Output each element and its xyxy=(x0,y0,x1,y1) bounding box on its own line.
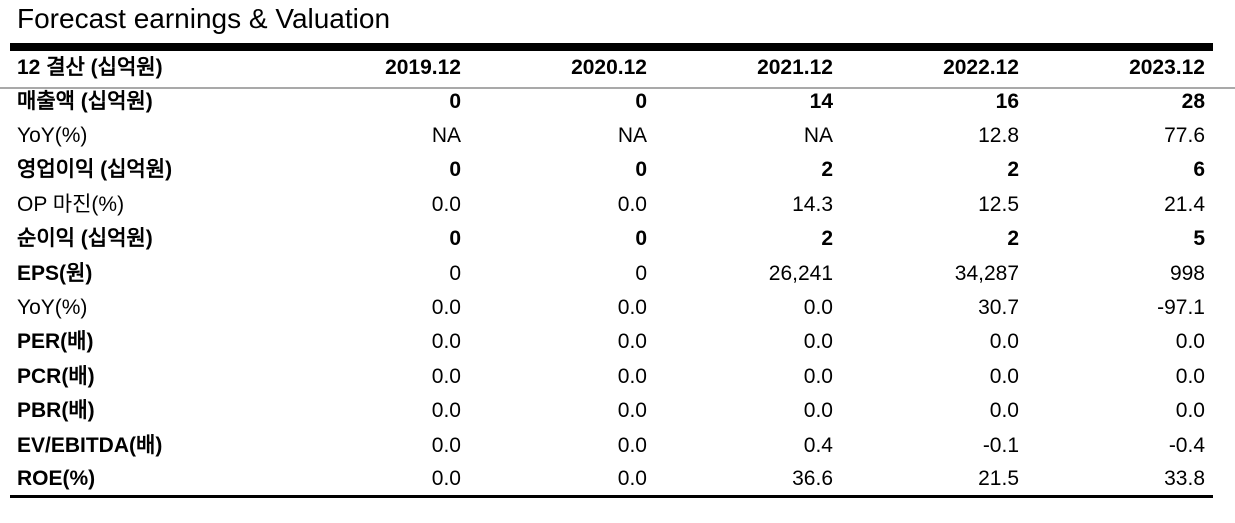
cell-value: 0.0 xyxy=(1175,399,1205,423)
row-label: OP 마진(%) xyxy=(17,192,125,216)
cell-value: NA xyxy=(431,124,461,148)
row-label: ROE(%) xyxy=(17,467,96,491)
cell-value: 0.0 xyxy=(989,330,1019,354)
cell-value: 0.0 xyxy=(431,433,461,457)
row-label: 매출액 (십억원) xyxy=(17,89,153,113)
cell-value: 26,241 xyxy=(768,261,833,285)
cell-value: 0.0 xyxy=(617,399,647,423)
cell-value: 30.7 xyxy=(978,296,1019,320)
cell-value: 28 xyxy=(1181,89,1205,113)
row-label: PBR(배) xyxy=(17,399,95,423)
cell-value: 0.0 xyxy=(989,364,1019,388)
cell-value: 0 xyxy=(635,227,647,251)
cell-value: 0.0 xyxy=(1175,330,1205,354)
header-period-2019: 2019.12 xyxy=(385,56,461,79)
cell-value: 0.0 xyxy=(803,296,833,320)
row-label: EV/EBITDA(배) xyxy=(17,433,163,457)
header-period-2020: 2020.12 xyxy=(571,56,647,79)
cell-value: 0.0 xyxy=(431,364,461,388)
cell-value: 14.3 xyxy=(792,192,833,216)
cell-value: 0 xyxy=(635,158,647,182)
cell-value: 0.0 xyxy=(431,399,461,423)
cell-value: 14 xyxy=(809,89,833,113)
row-label: YoY(%) xyxy=(17,296,88,320)
cell-value: 0.0 xyxy=(617,296,647,320)
cell-value: 0.0 xyxy=(617,192,647,216)
cell-value: 0.0 xyxy=(617,467,647,491)
cell-value: 77.6 xyxy=(1164,124,1205,148)
row-label: 순이익 (십억원) xyxy=(17,227,153,251)
cell-value: 0 xyxy=(635,89,647,113)
table-header-row: 12 결산 (십억원) 2019.12 2020.12 2021.12 2022… xyxy=(10,47,1213,84)
cell-value: 0.0 xyxy=(431,192,461,216)
cell-value: 12.5 xyxy=(978,192,1019,216)
cell-value: 0.0 xyxy=(803,330,833,354)
table-row: PCR(배) 0.0 0.0 0.0 0.0 0.0 xyxy=(10,359,1213,393)
cell-value: 998 xyxy=(1169,261,1205,285)
table-body: 매출액 (십억원) 0 0 14 16 28 YoY(%) NA NA NA 12.8 77.6 영업이… xyxy=(10,84,1213,497)
header-underline xyxy=(0,87,1235,89)
table-row: YoY(%) 0.0 0.0 0.0 30.7 -97.1 xyxy=(10,290,1213,324)
forecast-valuation-table: 12 결산 (십억원) 2019.12 2020.12 2021.12 2022… xyxy=(10,43,1213,499)
row-label: 영업이익 (십억원) xyxy=(17,158,173,182)
cell-value: 0.0 xyxy=(803,399,833,423)
cell-value: 2 xyxy=(1007,227,1019,251)
cell-value: 2 xyxy=(821,227,833,251)
cell-value: 0 xyxy=(449,227,461,251)
table-row: EPS(원) 0 0 26,241 34,287 998 xyxy=(10,256,1213,290)
header-period-2021: 2021.12 xyxy=(757,56,833,79)
table-row: PER(배) 0.0 0.0 0.0 0.0 0.0 xyxy=(10,325,1213,359)
cell-value: 0.0 xyxy=(431,330,461,354)
row-label: PCR(배) xyxy=(17,364,95,388)
cell-value: 0.0 xyxy=(617,364,647,388)
cell-value: NA xyxy=(617,124,647,148)
cell-value: 2 xyxy=(821,158,833,182)
table-row: 영업이익 (십억원) 0 0 2 2 6 xyxy=(10,153,1213,187)
cell-value: 21.4 xyxy=(1164,192,1205,216)
row-label: YoY(%) xyxy=(17,124,88,148)
table-row: ROE(%) 0.0 0.0 36.6 21.5 33.8 xyxy=(10,462,1213,496)
cell-value: 12.8 xyxy=(978,124,1019,148)
cell-value: 16 xyxy=(995,89,1019,113)
cell-value: 0.0 xyxy=(989,399,1019,423)
cell-value: 0 xyxy=(449,261,461,285)
table-row: 순이익 (십억원) 0 0 2 2 5 xyxy=(10,222,1213,256)
cell-value: 21.5 xyxy=(978,467,1019,491)
row-label: PER(배) xyxy=(17,330,94,354)
cell-value: 0.0 xyxy=(1175,364,1205,388)
table-row: PBR(배) 0.0 0.0 0.0 0.0 0.0 xyxy=(10,394,1213,428)
row-label: EPS(원) xyxy=(17,261,93,285)
cell-value: 0 xyxy=(449,158,461,182)
cell-value: -0.4 xyxy=(1168,433,1205,457)
cell-value: 36.6 xyxy=(792,467,833,491)
cell-value: 5 xyxy=(1193,227,1205,251)
cell-value: 2 xyxy=(1007,158,1019,182)
header-fiscal-label: 12 결산 (십억원) xyxy=(17,56,163,79)
page-title: Forecast earnings & Valuation xyxy=(17,3,391,34)
table-row: 매출액 (십억원) 0 0 14 16 28 xyxy=(10,84,1213,118)
cell-value: 34,287 xyxy=(954,261,1019,285)
cell-value: 0.0 xyxy=(431,467,461,491)
cell-value: -97.1 xyxy=(1157,296,1205,320)
table-row: OP 마진(%) 0.0 0.0 14.3 12.5 21.4 xyxy=(10,187,1213,221)
cell-value: 0.0 xyxy=(617,330,647,354)
cell-value: 0 xyxy=(635,261,647,285)
cell-value: 0.0 xyxy=(431,296,461,320)
table-row: YoY(%) NA NA NA 12.8 77.6 xyxy=(10,118,1213,152)
cell-value: 33.8 xyxy=(1164,467,1205,491)
cell-value: 0.0 xyxy=(617,433,647,457)
cell-value: 6 xyxy=(1193,158,1205,182)
cell-value: 0 xyxy=(449,89,461,113)
cell-value: 0.4 xyxy=(803,433,833,457)
header-period-2023: 2023.12 xyxy=(1129,56,1205,79)
header-period-2022: 2022.12 xyxy=(943,56,1019,79)
cell-value: 0.0 xyxy=(803,364,833,388)
table-row: EV/EBITDA(배) 0.0 0.0 0.4 -0.1 -0.4 xyxy=(10,428,1213,462)
cell-value: NA xyxy=(803,124,833,148)
cell-value: -0.1 xyxy=(982,433,1019,457)
